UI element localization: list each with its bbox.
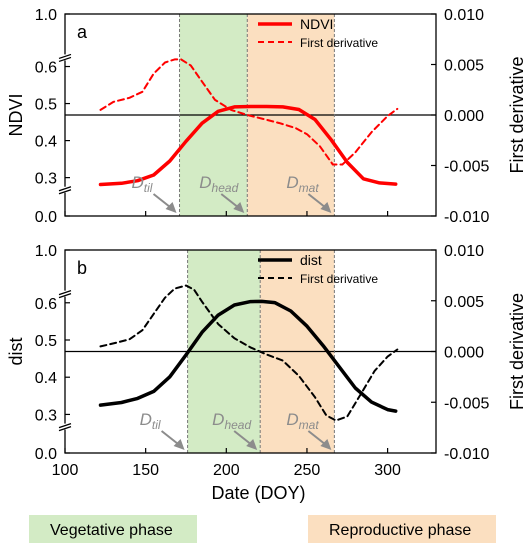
series-first-derivative (99, 284, 399, 422)
left-tick-label: 0.0 (35, 209, 57, 226)
axis-break-mark (58, 56, 72, 63)
marker-label-head: Dhead (199, 173, 238, 195)
panel-label: a (77, 22, 88, 42)
marker-label-til: Dtil (140, 410, 161, 432)
axis-break-mark (58, 293, 72, 299)
axis-break-mark (58, 290, 72, 296)
left-tick-label: 0.6 (35, 296, 57, 313)
marker-label-head: Dhead (212, 410, 251, 432)
right-tick-label: 0.000 (444, 345, 484, 362)
marker-arrowhead-til (165, 202, 177, 213)
marker-label-base: D (199, 173, 211, 192)
marker-arrowhead-head (233, 202, 245, 213)
panel-b: Dtil Dhead Dmat1.00.60.50.40.30.00.0100.00… (6, 243, 527, 503)
x-tick-label: 250 (294, 462, 321, 479)
right-axis-label: First derivative (507, 56, 527, 173)
reproductive-legend-label: Reproductive phase (329, 522, 471, 539)
marker-label-mat: Dmat (286, 173, 319, 195)
marker-arrowhead-mat (320, 202, 332, 213)
left-tick-label: 0.5 (35, 97, 57, 114)
left-tick-label: 0.3 (35, 407, 57, 424)
axis-break-gap (59, 290, 71, 297)
left-axis-label: NDVI (6, 93, 26, 136)
series-dist (98, 299, 398, 413)
vegetative-legend-label: Vegetative phase (50, 522, 173, 539)
marker-label-mat: Dmat (286, 410, 319, 432)
legend-label: First derivative (300, 272, 378, 286)
marker-label-base: D (140, 410, 152, 429)
right-tick-label: -0.010 (444, 209, 489, 226)
right-tick-label: -0.005 (444, 395, 489, 412)
panel-a: Dtil Dhead Dmat1.00.60.50.40.30.00.0100.00… (6, 7, 527, 226)
left-tick-label: 1.0 (35, 243, 57, 260)
left-tick-label: 1.0 (35, 7, 57, 24)
right-tick-label: -0.005 (444, 159, 489, 176)
axis-break-mark (58, 425, 72, 432)
legend-label: dist (300, 252, 322, 268)
left-tick-label: 0.4 (35, 370, 57, 387)
axis-break-mark (58, 186, 72, 192)
legend-label: First derivative (300, 36, 378, 50)
right-tick-label: 0.010 (444, 243, 484, 260)
right-axis-label: First derivative (507, 293, 527, 410)
axis-break-gap (59, 423, 71, 430)
marker-label-base: D (286, 410, 298, 429)
axis-break-mark (58, 53, 72, 60)
marker-label-sub: mat (299, 181, 320, 195)
marker-label-sub: til (144, 181, 153, 195)
x-tick-label: 100 (52, 462, 79, 479)
marker-label-sub: head (212, 181, 239, 195)
marker-label-sub: mat (299, 418, 320, 432)
right-tick-label: 0.010 (444, 7, 484, 24)
series-ndvi (98, 104, 398, 187)
marker-label-base: D (212, 410, 224, 429)
marker-label-base: D (132, 173, 144, 192)
marker-arrowhead-head (246, 439, 258, 450)
axis-break-mark (58, 189, 72, 195)
right-tick-label: 0.005 (444, 294, 484, 311)
marker-arrowhead-mat (320, 439, 332, 450)
axis-break-gap (59, 54, 71, 61)
left-tick-label: 0.5 (35, 333, 57, 350)
right-tick-label: 0.005 (444, 58, 484, 75)
series-first-derivative (99, 58, 399, 166)
left-axis-label: dist (6, 337, 26, 365)
x-axis-label: Date (DOY) (211, 483, 305, 503)
left-tick-label: 0.0 (35, 446, 57, 463)
marker-arrowhead-til (173, 439, 185, 450)
x-tick-label: 300 (374, 462, 401, 479)
x-tick-label: 200 (213, 462, 240, 479)
right-tick-label: 0.000 (444, 108, 484, 125)
reproductive-legend-swatch (308, 515, 496, 543)
vegetative-legend-swatch (29, 515, 197, 543)
marker-label-til: Dtil (132, 173, 153, 195)
x-tick-label: 150 (132, 462, 159, 479)
legend-label: NDVI (300, 16, 333, 32)
marker-label-base: D (286, 173, 298, 192)
left-tick-label: 0.4 (35, 134, 57, 151)
left-tick-label: 0.6 (35, 60, 57, 77)
right-tick-label: -0.010 (444, 446, 489, 463)
marker-label-sub: head (224, 418, 251, 432)
axis-break-mark (58, 422, 72, 429)
axis-break-gap (59, 186, 71, 193)
marker-label-sub: til (152, 418, 161, 432)
left-tick-label: 0.3 (35, 171, 57, 188)
panel-label: b (77, 258, 87, 278)
